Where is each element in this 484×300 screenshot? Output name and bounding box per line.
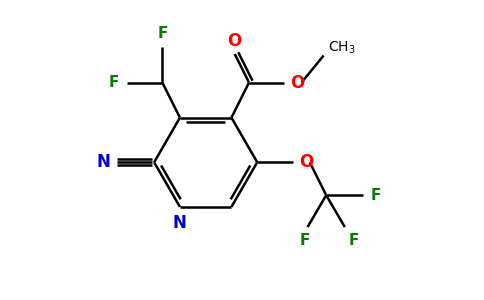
- Text: F: F: [371, 188, 381, 203]
- Text: F: F: [157, 26, 167, 41]
- Text: F: F: [108, 75, 119, 90]
- Text: F: F: [300, 233, 310, 248]
- Text: N: N: [173, 214, 187, 232]
- Text: O: O: [299, 153, 313, 171]
- Text: F: F: [348, 233, 359, 248]
- Text: O: O: [290, 74, 305, 92]
- Text: CH$_3$: CH$_3$: [329, 40, 356, 56]
- Text: N: N: [97, 153, 110, 171]
- Text: O: O: [227, 32, 242, 50]
